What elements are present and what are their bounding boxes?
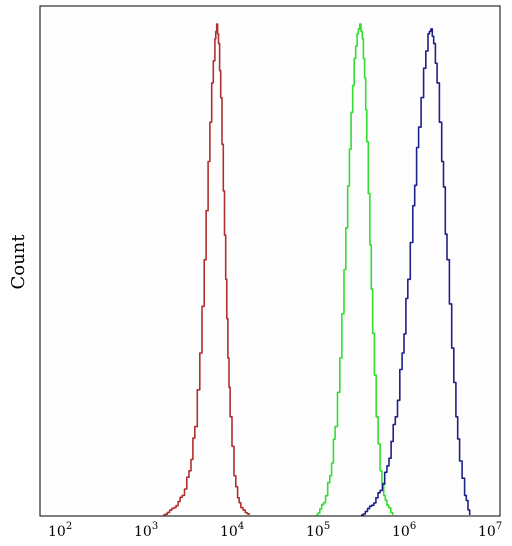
x-tick-base: 10 [392,524,410,540]
series-line-2 [316,23,394,516]
series-line-3 [361,28,471,516]
x-tick-base: 10 [478,524,496,540]
plot-frame [39,5,501,517]
x-tick-label: 107 [478,521,502,540]
x-tick-base: 10 [48,524,66,540]
x-tick-exponent: 4 [238,521,244,532]
x-tick-labels: 102 103 104 105 106 107 [48,521,502,540]
x-tick-label: 104 [220,521,244,540]
x-tick-label: 103 [134,521,158,540]
x-tick-exponent: 2 [66,521,72,532]
x-tick-label: 102 [48,521,72,540]
x-tick-base: 10 [134,524,152,540]
x-tick-base: 10 [306,524,324,540]
series-layer [163,23,471,516]
series-line-1 [163,23,250,516]
x-tick-exponent: 6 [410,521,416,532]
x-tick-label: 106 [392,521,416,540]
x-tick-exponent: 5 [324,521,330,532]
x-tick-label: 105 [306,521,330,540]
x-tick-base: 10 [220,524,238,540]
y-axis-label: Count [8,234,29,290]
x-tick-exponent: 3 [152,521,158,532]
x-tick-exponent: 7 [496,521,502,532]
